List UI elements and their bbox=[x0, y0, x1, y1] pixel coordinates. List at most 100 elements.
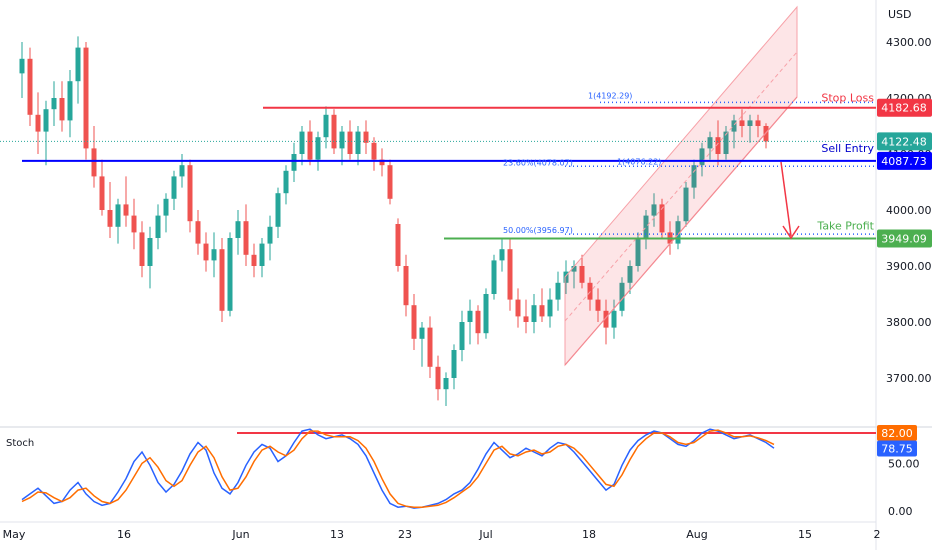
fib-label-1b: 1(4076.22) bbox=[617, 157, 661, 166]
candle-body bbox=[363, 131, 369, 143]
candle-body bbox=[603, 310, 609, 328]
stoch-tick-label: 50.00 bbox=[888, 457, 920, 470]
candle-body bbox=[339, 131, 345, 149]
candle-body bbox=[675, 221, 681, 244]
candle-body bbox=[587, 282, 593, 300]
candle-body bbox=[683, 187, 689, 222]
sell-entry-tag-bg bbox=[877, 151, 932, 170]
candle-body bbox=[283, 170, 289, 194]
candle-body bbox=[387, 165, 393, 199]
candle-body bbox=[435, 366, 441, 390]
candle-body bbox=[739, 120, 745, 126]
channel-midline bbox=[564, 51, 798, 322]
candle-body bbox=[123, 204, 129, 216]
candle-body bbox=[347, 131, 353, 154]
time-tick-label: May bbox=[3, 528, 26, 541]
take-profit-label: Take Profit bbox=[816, 220, 874, 233]
candle-body bbox=[707, 137, 713, 149]
candle-body bbox=[131, 215, 137, 233]
candle-body bbox=[619, 282, 625, 311]
sell-entry-tag: 4087.73 bbox=[881, 155, 927, 168]
fib-label-23: 23.60%(4078.07) bbox=[503, 158, 573, 167]
take-profit-tag-bg bbox=[877, 229, 932, 248]
candle-body bbox=[147, 238, 153, 266]
candle-body bbox=[699, 148, 705, 166]
candle-body bbox=[203, 243, 209, 261]
candle-body bbox=[723, 131, 729, 154]
candle-body bbox=[251, 254, 257, 266]
stop-loss-tag-bg bbox=[877, 98, 932, 117]
candle-body bbox=[523, 316, 529, 322]
candle-body bbox=[219, 249, 225, 311]
candle-body bbox=[371, 142, 377, 160]
currency-label: USD bbox=[888, 8, 912, 21]
candle-body bbox=[99, 176, 105, 210]
candle-body bbox=[59, 98, 65, 121]
candle-body bbox=[139, 232, 145, 266]
price-tick-label: 4000.00 bbox=[886, 204, 932, 217]
candle-body bbox=[211, 249, 217, 261]
candle-body bbox=[571, 266, 577, 272]
candle-body bbox=[411, 305, 417, 339]
candle-body bbox=[531, 305, 537, 322]
price-tick-label: 4300.00 bbox=[886, 36, 932, 49]
candle-body bbox=[491, 260, 497, 294]
candle-body bbox=[467, 310, 473, 322]
candle-body bbox=[419, 327, 425, 339]
candle-body bbox=[611, 310, 617, 328]
stoch-label: Stoch bbox=[6, 438, 34, 449]
last-price-tag-bg bbox=[877, 132, 932, 151]
candle-body bbox=[507, 249, 513, 300]
candle-body bbox=[539, 305, 545, 317]
candle-body bbox=[443, 378, 449, 390]
candle-body bbox=[43, 109, 49, 132]
time-tick-label: 13 bbox=[330, 528, 344, 541]
stop-loss-label: Stop Loss bbox=[821, 92, 874, 105]
candle-body bbox=[267, 226, 273, 244]
candle-body bbox=[299, 131, 305, 154]
candle-body bbox=[659, 204, 665, 233]
stoch-k-line bbox=[21, 428, 775, 509]
candle-body bbox=[547, 299, 553, 317]
candle-body bbox=[115, 204, 121, 227]
candle-body bbox=[643, 215, 649, 238]
candle-body bbox=[107, 210, 113, 227]
candle-body bbox=[747, 120, 753, 126]
time-tick-label: 16 bbox=[117, 528, 131, 541]
candle-body bbox=[483, 294, 489, 334]
fib-label-50: 50.00%(3956.97) bbox=[503, 226, 573, 235]
candle-body bbox=[163, 198, 169, 216]
candle-body bbox=[315, 137, 321, 160]
candle-body bbox=[35, 114, 41, 132]
candle-body bbox=[579, 266, 585, 283]
candle-body bbox=[275, 193, 281, 227]
candle-body bbox=[19, 58, 25, 74]
time-tick-label: 18 bbox=[582, 528, 596, 541]
candle-body bbox=[75, 47, 81, 82]
candle-body bbox=[27, 58, 33, 115]
candle-body bbox=[635, 238, 641, 266]
candle-body bbox=[187, 165, 193, 222]
candle-body bbox=[651, 204, 657, 216]
candle-body bbox=[459, 322, 465, 350]
time-tick-label: 2 bbox=[874, 528, 881, 541]
price-tick-label: 3700.00 bbox=[886, 372, 932, 385]
time-tick-label: Aug bbox=[686, 528, 707, 541]
price-tick-label: 3800.00 bbox=[886, 316, 932, 329]
channel-lower bbox=[564, 96, 798, 366]
stoch-level-tag-bg bbox=[877, 425, 917, 441]
candle-body bbox=[179, 165, 185, 177]
sell-entry-label: Sell Entry bbox=[821, 142, 874, 155]
candle-body bbox=[155, 215, 161, 238]
candle-body bbox=[171, 176, 177, 199]
candle-body bbox=[395, 224, 401, 266]
candle-body bbox=[355, 131, 361, 154]
candle-body bbox=[91, 148, 97, 177]
time-tick-label: 23 bbox=[398, 528, 412, 541]
stoch-value-tag-bg bbox=[877, 440, 917, 457]
candle-body bbox=[731, 120, 737, 132]
fib-label-100: 1(4192.29) bbox=[588, 91, 632, 100]
last-price-tag: 4122.48 bbox=[881, 135, 927, 148]
candle-body bbox=[227, 238, 233, 311]
